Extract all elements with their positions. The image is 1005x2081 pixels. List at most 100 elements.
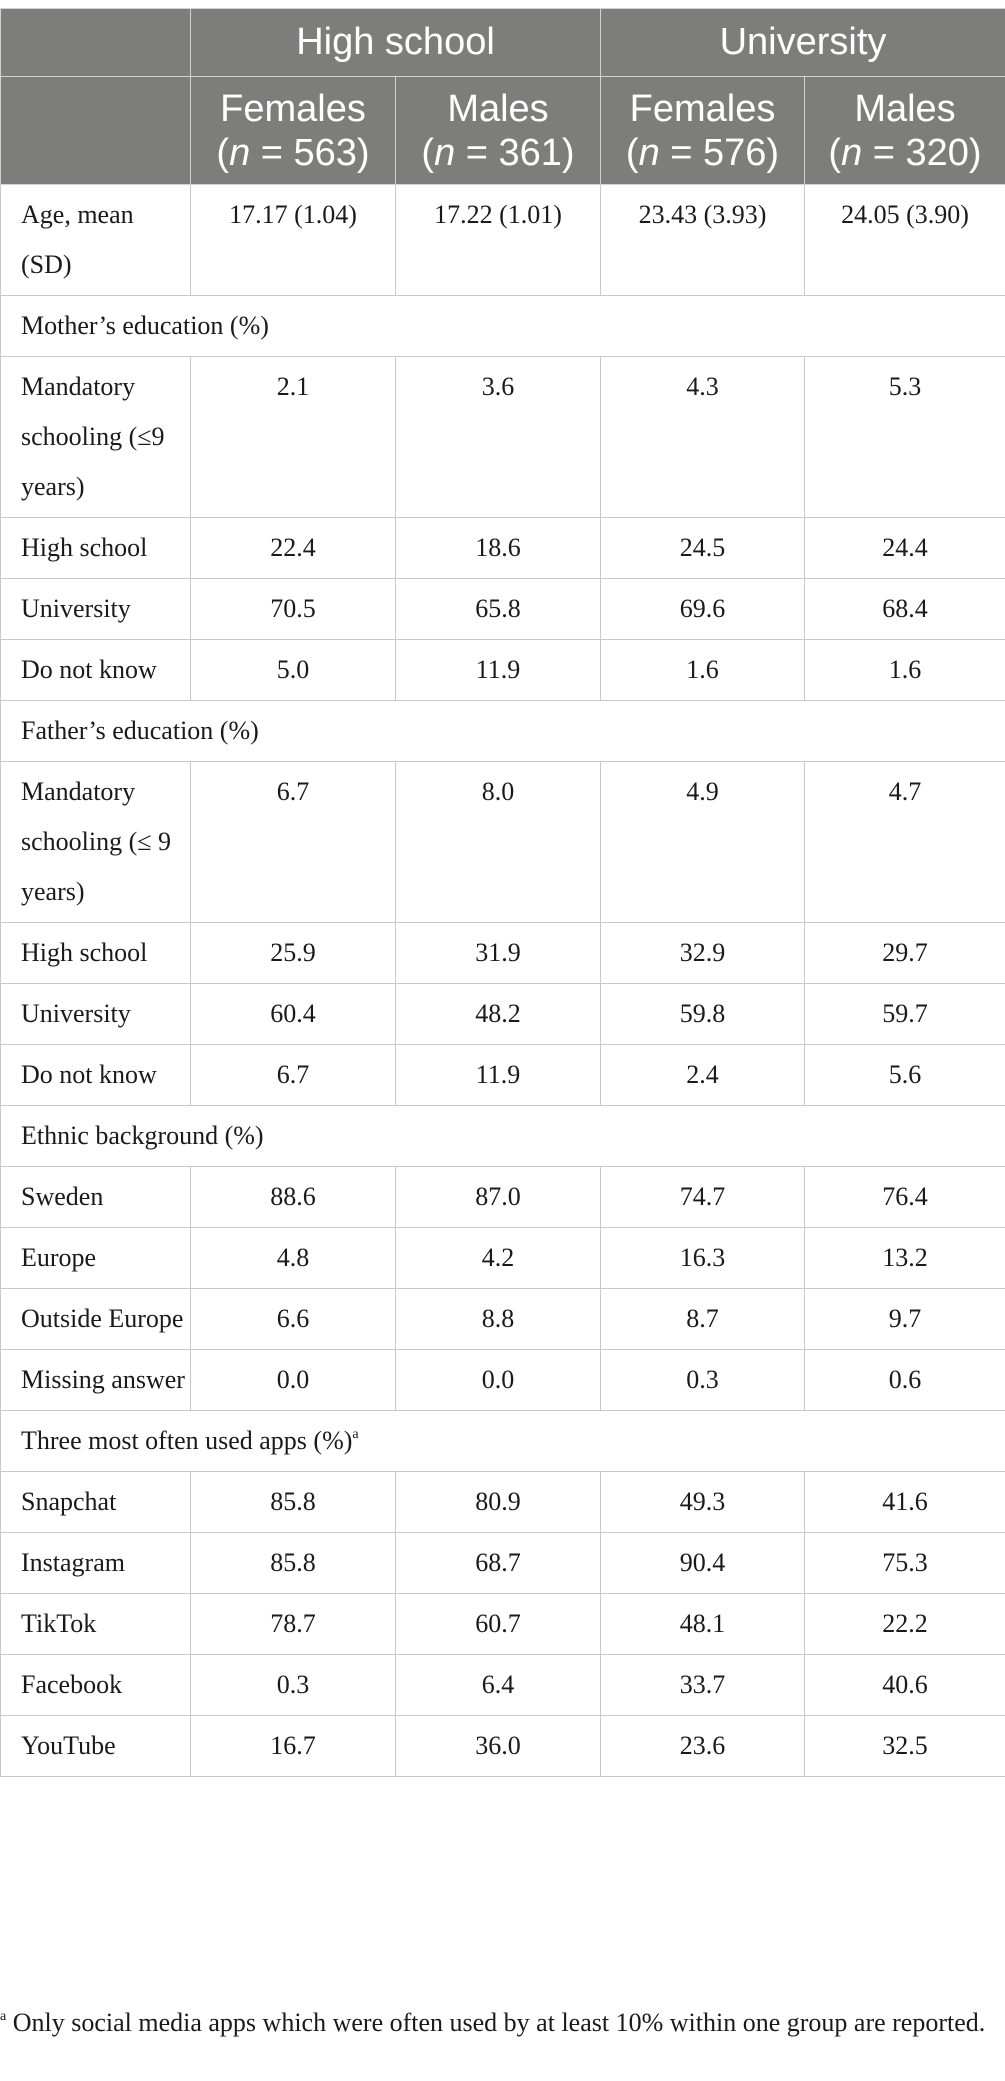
section-label-text: Three most often used apps (%) — [21, 1426, 353, 1455]
cell-value: 3.6 — [395, 356, 601, 518]
cell-value: 33.7 — [600, 1654, 805, 1716]
cell-value: 11.9 — [395, 639, 601, 701]
section-label: Three most often used apps (%)a — [0, 1410, 1005, 1472]
cell-value: 17.17 (1.04) — [190, 184, 396, 296]
table-row: Do not know 5.0 11.9 1.6 1.6 — [0, 639, 1005, 701]
cell-value: 4.7 — [804, 761, 1005, 923]
cell-value: 22.2 — [804, 1593, 1005, 1655]
row-label: Outside Europe — [0, 1288, 191, 1350]
cell-value: 2.1 — [190, 356, 396, 518]
cell-value: 29.7 — [804, 922, 1005, 984]
row-label: Instagram — [0, 1532, 191, 1594]
cell-value: 36.0 — [395, 1715, 601, 1777]
cell-value: 6.6 — [190, 1288, 396, 1350]
cell-value: 0.0 — [395, 1349, 601, 1411]
cell-value: 6.7 — [190, 1044, 396, 1106]
cell-value: 8.7 — [600, 1288, 805, 1350]
cell-value: 5.6 — [804, 1044, 1005, 1106]
group-header-high-school: High school — [190, 8, 601, 77]
subgroup-n: (n = 563) — [216, 131, 370, 174]
table-row: Mandatory schooling (≤9 years) 2.1 3.6 4.3 5… — [0, 356, 1005, 518]
cell-value: 0.6 — [804, 1349, 1005, 1411]
cell-value: 85.8 — [190, 1471, 396, 1533]
cell-value: 41.6 — [804, 1471, 1005, 1533]
section-row: Mother’s education (%) — [0, 295, 1005, 357]
row-label: Sweden — [0, 1166, 191, 1228]
cell-value: 85.8 — [190, 1532, 396, 1594]
cell-value: 40.6 — [804, 1654, 1005, 1716]
section-row: Three most often used apps (%)a — [0, 1410, 1005, 1472]
cell-value: 24.05 (3.90) — [804, 184, 1005, 296]
cell-value: 60.7 — [395, 1593, 601, 1655]
cell-value: 87.0 — [395, 1166, 601, 1228]
row-label: Europe — [0, 1227, 191, 1289]
cell-value: 88.6 — [190, 1166, 396, 1228]
cell-value: 0.3 — [190, 1654, 396, 1716]
table-row: Outside Europe 6.6 8.8 8.7 9.7 — [0, 1288, 1005, 1350]
cell-value: 70.5 — [190, 578, 396, 640]
section-label: Father’s education (%) — [0, 700, 1005, 762]
cell-value: 9.7 — [804, 1288, 1005, 1350]
section-label-text: Mother’s education (%) — [21, 311, 269, 340]
row-label: High school — [0, 922, 191, 984]
section-label-text: Father’s education (%) — [21, 716, 259, 745]
subgroup-name: Females — [629, 87, 776, 130]
table-container: High school University Females (n = 563) … — [0, 8, 1005, 1777]
cell-value: 5.0 — [190, 639, 396, 701]
table-row: Sweden 88.6 87.0 74.7 76.4 — [0, 1166, 1005, 1228]
table-row: Age, mean (SD) 17.17 (1.04) 17.22 (1.01) 23… — [0, 184, 1005, 296]
cell-value: 74.7 — [600, 1166, 805, 1228]
cell-value: 4.8 — [190, 1227, 396, 1289]
cell-value: 25.9 — [190, 922, 396, 984]
row-label: Missing answer — [0, 1349, 191, 1411]
row-label: University — [0, 983, 191, 1045]
cell-value: 11.9 — [395, 1044, 601, 1106]
row-label: Do not know — [0, 1044, 191, 1106]
row-label: Snapchat — [0, 1471, 191, 1533]
cell-value: 2.4 — [600, 1044, 805, 1106]
subgroup-header: Females (n = 563) — [190, 76, 396, 185]
section-label: Ethnic background (%) — [0, 1105, 1005, 1167]
cell-value: 90.4 — [600, 1532, 805, 1594]
table-row: High school 22.4 18.6 24.5 24.4 — [0, 517, 1005, 579]
cell-value: 48.1 — [600, 1593, 805, 1655]
header-corner-bottom — [0, 76, 191, 185]
table-row: Facebook 0.3 6.4 33.7 40.6 — [0, 1654, 1005, 1716]
section-row: Father’s education (%) — [0, 700, 1005, 762]
row-label: University — [0, 578, 191, 640]
cell-value: 1.6 — [804, 639, 1005, 701]
subgroup-n: (n = 320) — [828, 131, 982, 174]
table-row: YouTube 16.7 36.0 23.6 32.5 — [0, 1715, 1005, 1777]
table-row: Europe 4.8 4.2 16.3 13.2 — [0, 1227, 1005, 1289]
cell-value: 16.7 — [190, 1715, 396, 1777]
cell-value: 8.8 — [395, 1288, 601, 1350]
section-label: Mother’s education (%) — [0, 295, 1005, 357]
subgroup-name: Females — [220, 87, 366, 130]
cell-value: 18.6 — [395, 517, 601, 579]
cell-value: 13.2 — [804, 1227, 1005, 1289]
subgroup-n: (n = 576) — [625, 131, 780, 174]
cell-value: 23.43 (3.93) — [600, 184, 805, 296]
cell-value: 59.8 — [600, 983, 805, 1045]
row-label: Age, mean (SD) — [0, 184, 191, 296]
cell-value: 31.9 — [395, 922, 601, 984]
demographics-table: High school University Females (n = 563) … — [0, 8, 1005, 1777]
subgroup-header: Males (n = 320) — [804, 76, 1005, 185]
cell-value: 0.3 — [600, 1349, 805, 1411]
cell-value: 17.22 (1.01) — [395, 184, 601, 296]
table-body: Age, mean (SD) 17.17 (1.04) 17.22 (1.01) 23… — [0, 184, 1005, 1777]
subgroup-header: Females (n = 576) — [600, 76, 805, 185]
cell-value: 6.4 — [395, 1654, 601, 1716]
table-row: Missing answer 0.0 0.0 0.3 0.6 — [0, 1349, 1005, 1411]
section-row: Ethnic background (%) — [0, 1105, 1005, 1167]
table-row: Mandatory schooling (≤ 9 years) 6.7 8.0 4.9… — [0, 761, 1005, 923]
cell-value: 4.9 — [600, 761, 805, 923]
cell-value: 23.6 — [600, 1715, 805, 1777]
cell-value: 32.9 — [600, 922, 805, 984]
cell-value: 22.4 — [190, 517, 396, 579]
cell-value: 78.7 — [190, 1593, 396, 1655]
cell-value: 75.3 — [804, 1532, 1005, 1594]
cell-value: 48.2 — [395, 983, 601, 1045]
cell-value: 4.2 — [395, 1227, 601, 1289]
table-row: University 60.4 48.2 59.8 59.7 — [0, 983, 1005, 1045]
